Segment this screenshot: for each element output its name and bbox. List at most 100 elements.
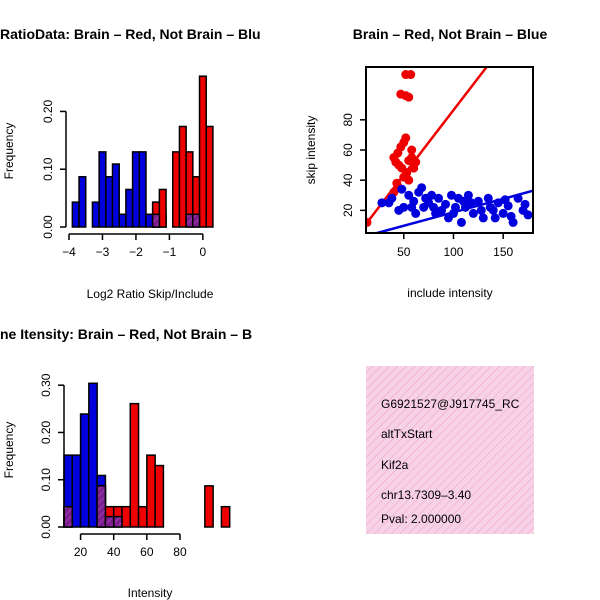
intensity-histogram-title: ne Itensity: Brain – Red, Not Brain – B <box>0 326 252 342</box>
scatter-point-not-brain <box>419 202 429 212</box>
intensity-hist-bar-overlap <box>112 515 123 528</box>
ratio-hist-bar-not-brain <box>131 151 141 228</box>
ratio-histogram-plot: 0.00 0.10 0.20 −4 −3 −2 −1 0 <box>41 75 214 259</box>
scatter-point-brain <box>404 175 414 185</box>
scatter-point-not-brain <box>483 193 493 203</box>
ratio-hist-bar-not-brain <box>118 213 127 228</box>
ratio-hist-bar-brain <box>158 188 167 228</box>
info-panel: G6921527@J917745_RC altTxStart Kif2a chr… <box>366 366 534 534</box>
scatter-point-not-brain <box>427 190 437 200</box>
scatter-point-not-brain <box>394 205 404 215</box>
ratio-hist-bar-not-brain <box>78 175 87 228</box>
scatter-plot: 50 100 150 20 40 60 80 <box>341 66 534 259</box>
scatter-y-tick-label: 20 <box>341 203 355 217</box>
scatter-point-not-brain <box>473 196 483 206</box>
intensity-hist-bar-not-brain <box>88 382 98 528</box>
info-event-type: altTxStart <box>381 427 433 441</box>
ratio-hist-x-tick-label: 0 <box>200 245 207 259</box>
ratio-hist-y-tick-label: 0.10 <box>41 157 55 181</box>
intensity-hist-bar-brain <box>121 505 132 528</box>
ratio-histogram-title: RatioData: Brain – Red, Not Brain – Blu <box>0 26 261 42</box>
scatter-point-not-brain <box>458 196 468 206</box>
ratio-hist-bar-brain <box>198 75 207 228</box>
scatter-point-not-brain <box>506 211 516 221</box>
intensity-hist-x-tick-label: 40 <box>107 545 121 559</box>
scatter-point-not-brain <box>520 199 530 209</box>
ratio-histogram-ylabel: Frequency <box>2 123 16 180</box>
scatter-points-layer <box>366 67 533 233</box>
scatter-point-not-brain <box>478 213 488 223</box>
ratio-histogram-xlabel: Log2 Ratio Skip/Include <box>87 287 214 301</box>
info-probe-id: G6921527@J917745_RC <box>381 397 520 411</box>
ratio-hist-x-tick-label: −1 <box>163 245 177 259</box>
ratio-hist-bar-overlap <box>192 213 201 228</box>
scatter-y-tick-label: 40 <box>341 173 355 187</box>
scatter-point-not-brain <box>468 208 478 218</box>
intensity-hist-bar-brain <box>137 505 148 528</box>
scatter-x-tick-label: 100 <box>443 245 463 259</box>
scatter-point-not-brain <box>441 199 451 209</box>
intensity-histogram: ne Itensity: Brain – Red, Not Brain – B … <box>0 326 252 600</box>
intensity-hist-bar-brain <box>220 505 231 528</box>
ratio-hist-bar-not-brain <box>98 151 107 228</box>
intensity-hist-bar-overlap <box>96 485 107 528</box>
scatter-point-not-brain <box>466 198 476 208</box>
info-gene: Kif2a <box>381 458 409 472</box>
scatter-point-brain <box>411 157 421 167</box>
ratio-hist-y-tick-label: 0.20 <box>41 99 55 123</box>
intensity-hist-x-tick-label: 80 <box>173 545 187 559</box>
intensity-hist-bar-not-brain <box>71 454 82 528</box>
intensity-hist-x-tick-label: 20 <box>74 545 88 559</box>
ratio-hist-bar-not-brain <box>105 175 114 228</box>
scatter-x-tick-label: 50 <box>397 245 411 259</box>
info-panel-background <box>366 366 534 534</box>
scatter-point-not-brain <box>476 205 486 215</box>
scatter-point-not-brain <box>407 202 417 212</box>
scatter-trend-not-brain <box>372 189 533 233</box>
ratio-hist-x-tick-label: −3 <box>96 245 110 259</box>
intensity-hist-bar-brain <box>154 464 165 528</box>
info-location: chr13.7309–3.40 <box>381 488 471 502</box>
ratio-histogram: RatioData: Brain – Red, Not Brain – Blu … <box>0 26 261 301</box>
intensity-hist-bar-not-brain <box>79 413 90 528</box>
scatter-title: Brain – Red, Not Brain – Blue <box>353 26 548 42</box>
intensity-hist-bar-overlap <box>104 515 115 528</box>
ratio-hist-bar-not-brain <box>91 201 100 228</box>
ratio-hist-x-tick-label: −2 <box>129 245 143 259</box>
intensity-histogram-ylabel: Frequency <box>2 422 16 479</box>
ratio-hist-bar-not-brain <box>138 151 147 228</box>
info-pval: Pval: 2.000000 <box>381 512 461 526</box>
intensity-hist-y-tick-label: 0.00 <box>39 515 53 539</box>
scatter-point-not-brain <box>397 184 407 194</box>
intensity-scatter: Brain – Red, Not Brain – Blue skip inten… <box>304 26 548 300</box>
scatter-point-not-brain <box>446 190 456 200</box>
ratio-hist-bar-not-brain <box>71 201 80 228</box>
scatter-point-not-brain <box>456 217 466 227</box>
scatter-trend-brain <box>366 67 489 225</box>
scatter-point-not-brain <box>417 183 427 193</box>
ratio-hist-bar-brain <box>178 125 187 228</box>
ratio-hist-bar-overlap <box>151 213 161 228</box>
scatter-ylabel: skip intensity <box>304 116 318 185</box>
scatter-point-brain <box>404 92 414 102</box>
scatter-point-brain <box>401 133 411 143</box>
ratio-hist-bar-brain <box>205 125 214 228</box>
scatter-point-brain <box>406 70 416 80</box>
scatter-point-not-brain <box>434 193 444 203</box>
ratio-hist-bar-overlap <box>185 213 194 228</box>
scatter-y-tick-label: 80 <box>341 113 355 127</box>
scatter-point-not-brain <box>523 210 533 220</box>
intensity-hist-y-tick-label: 0.10 <box>39 468 53 492</box>
scatter-point-not-brain <box>450 202 460 212</box>
scatter-point-not-brain <box>404 190 414 200</box>
scatter-x-tick-label: 150 <box>493 245 513 259</box>
scatter-point-not-brain <box>498 208 508 218</box>
ratio-hist-bar-brain <box>172 151 181 228</box>
scatter-xlabel: include intensity <box>407 286 492 300</box>
intensity-histogram-xlabel: Intensity <box>128 586 173 600</box>
scatter-point-not-brain <box>463 190 473 200</box>
intensity-hist-y-tick-label: 0.30 <box>39 373 53 397</box>
intensity-histogram-plot: 0.00 0.10 0.20 0.30 20 40 60 80 <box>39 373 231 559</box>
ratio-hist-bar-not-brain <box>125 188 134 228</box>
